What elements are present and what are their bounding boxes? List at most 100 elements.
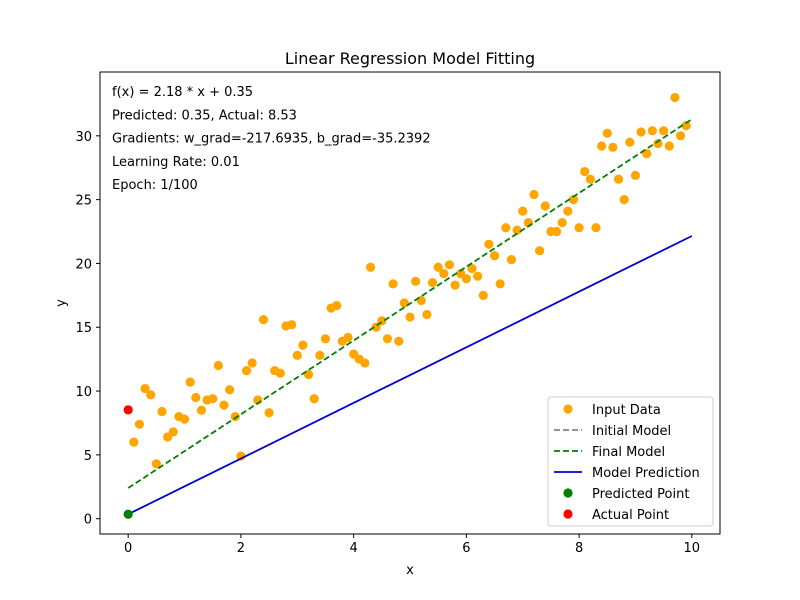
input-data-point (501, 223, 511, 233)
input-data-point (495, 279, 505, 289)
input-data-point (506, 255, 517, 265)
input-data-point (298, 340, 308, 350)
annotation-text: Epoch: 1/100 (112, 178, 198, 193)
input-data-point (140, 383, 150, 394)
input-data-point (422, 309, 432, 320)
legend-box (547, 396, 714, 527)
input-data-point (563, 206, 573, 216)
input-data-point (580, 166, 590, 177)
model-prediction-line (127, 235, 693, 516)
input-data-point (320, 334, 331, 344)
legend-label-actual-point: Actual Point (592, 508, 669, 523)
legend-label-predicted-point: Predicted Point (592, 487, 689, 502)
input-data-point (427, 277, 438, 288)
x-tick-label: 2 (237, 541, 245, 556)
input-data-point (619, 195, 629, 205)
y-tick-label: 5 (84, 449, 92, 464)
input-data-point (365, 262, 376, 272)
y-axis-label: y (54, 299, 69, 307)
predicted-point-point (123, 509, 133, 519)
input-data-point (191, 392, 201, 403)
input-data-point (405, 312, 415, 322)
annotation-text: Predicted: 0.35, Actual: 8.53 (112, 108, 297, 123)
y-tick-label: 0 (84, 513, 92, 528)
input-data-point (241, 366, 252, 376)
input-data-point (388, 279, 398, 289)
legend-swatch-predicted-point (563, 488, 573, 498)
legend-label-input-data: Input Data (592, 403, 661, 418)
x-axis-label: x (406, 563, 414, 578)
input-data-point (168, 427, 178, 437)
input-data-point (225, 385, 235, 395)
input-data-point (129, 437, 139, 447)
input-data-point (208, 394, 218, 404)
input-data-point (315, 350, 325, 360)
input-data-point (636, 127, 646, 137)
y-tick-label: 15 (75, 321, 92, 336)
input-data-point (332, 300, 342, 311)
input-data-point (264, 408, 274, 418)
input-data-point (411, 276, 421, 286)
input-data-point (230, 411, 240, 422)
input-data-point (518, 206, 528, 216)
input-data-point (467, 263, 477, 274)
legend-swatch-actual-point (563, 509, 573, 519)
input-data-point (292, 350, 302, 360)
x-tick-label: 4 (349, 541, 357, 556)
x-tick-label: 10 (684, 541, 701, 556)
input-data-point (179, 414, 190, 424)
input-data-point (146, 390, 156, 400)
input-data-point (568, 195, 579, 205)
input-data-point (219, 400, 229, 410)
legend-swatch-input-data (563, 404, 573, 414)
input-data-point (247, 358, 257, 368)
annotation-text: f(x) = 2.18 * x + 0.35 (112, 85, 253, 100)
y-tick-label: 20 (75, 257, 92, 272)
legend-label-model-prediction: Model Prediction (592, 466, 700, 481)
input-data-point (416, 295, 426, 306)
input-data-point (287, 320, 297, 330)
plot-frame (99, 71, 721, 535)
final-model-line (127, 118, 693, 489)
input-data-point (585, 174, 595, 184)
annotation-text: Gradients: w_grad=-217.6935, b_grad=-35.… (112, 132, 431, 147)
input-data-point (653, 138, 663, 149)
input-data-point (675, 131, 686, 141)
input-data-point (535, 246, 545, 256)
chart-title: Linear Regression Model Fitting (285, 49, 535, 68)
input-data-point (185, 377, 195, 387)
input-data-point (134, 419, 145, 429)
x-tick-label: 8 (575, 541, 583, 556)
input-data-point (664, 141, 674, 151)
input-data-point (489, 251, 500, 261)
input-data-point (681, 121, 691, 131)
input-data-point (574, 223, 584, 233)
input-data-point (258, 314, 269, 325)
input-data-point (625, 137, 635, 147)
input-data-point (597, 141, 607, 151)
input-data-point (642, 149, 652, 159)
y-tick-label: 30 (75, 130, 92, 145)
legend-label-final-model: Final Model (592, 445, 665, 460)
input-data-point (382, 334, 393, 344)
input-data-point (512, 225, 522, 235)
actual-point-point (123, 405, 133, 415)
input-data-point (647, 126, 657, 136)
input-data-point (484, 239, 494, 249)
input-data-point (473, 271, 483, 281)
input-data-point (461, 274, 471, 284)
input-data-point (450, 280, 460, 290)
input-data-point (478, 290, 488, 300)
input-data-point (608, 142, 618, 152)
legend-label-initial-model: Initial Model (592, 424, 671, 439)
input-data-point (591, 223, 601, 233)
input-data-point (157, 406, 167, 417)
input-data-point (557, 217, 567, 228)
input-data-point (439, 269, 449, 279)
input-data-point (444, 260, 455, 270)
input-data-point (151, 459, 161, 469)
input-data-point (196, 405, 207, 415)
input-data-point (670, 92, 680, 103)
input-data-point (213, 360, 223, 371)
